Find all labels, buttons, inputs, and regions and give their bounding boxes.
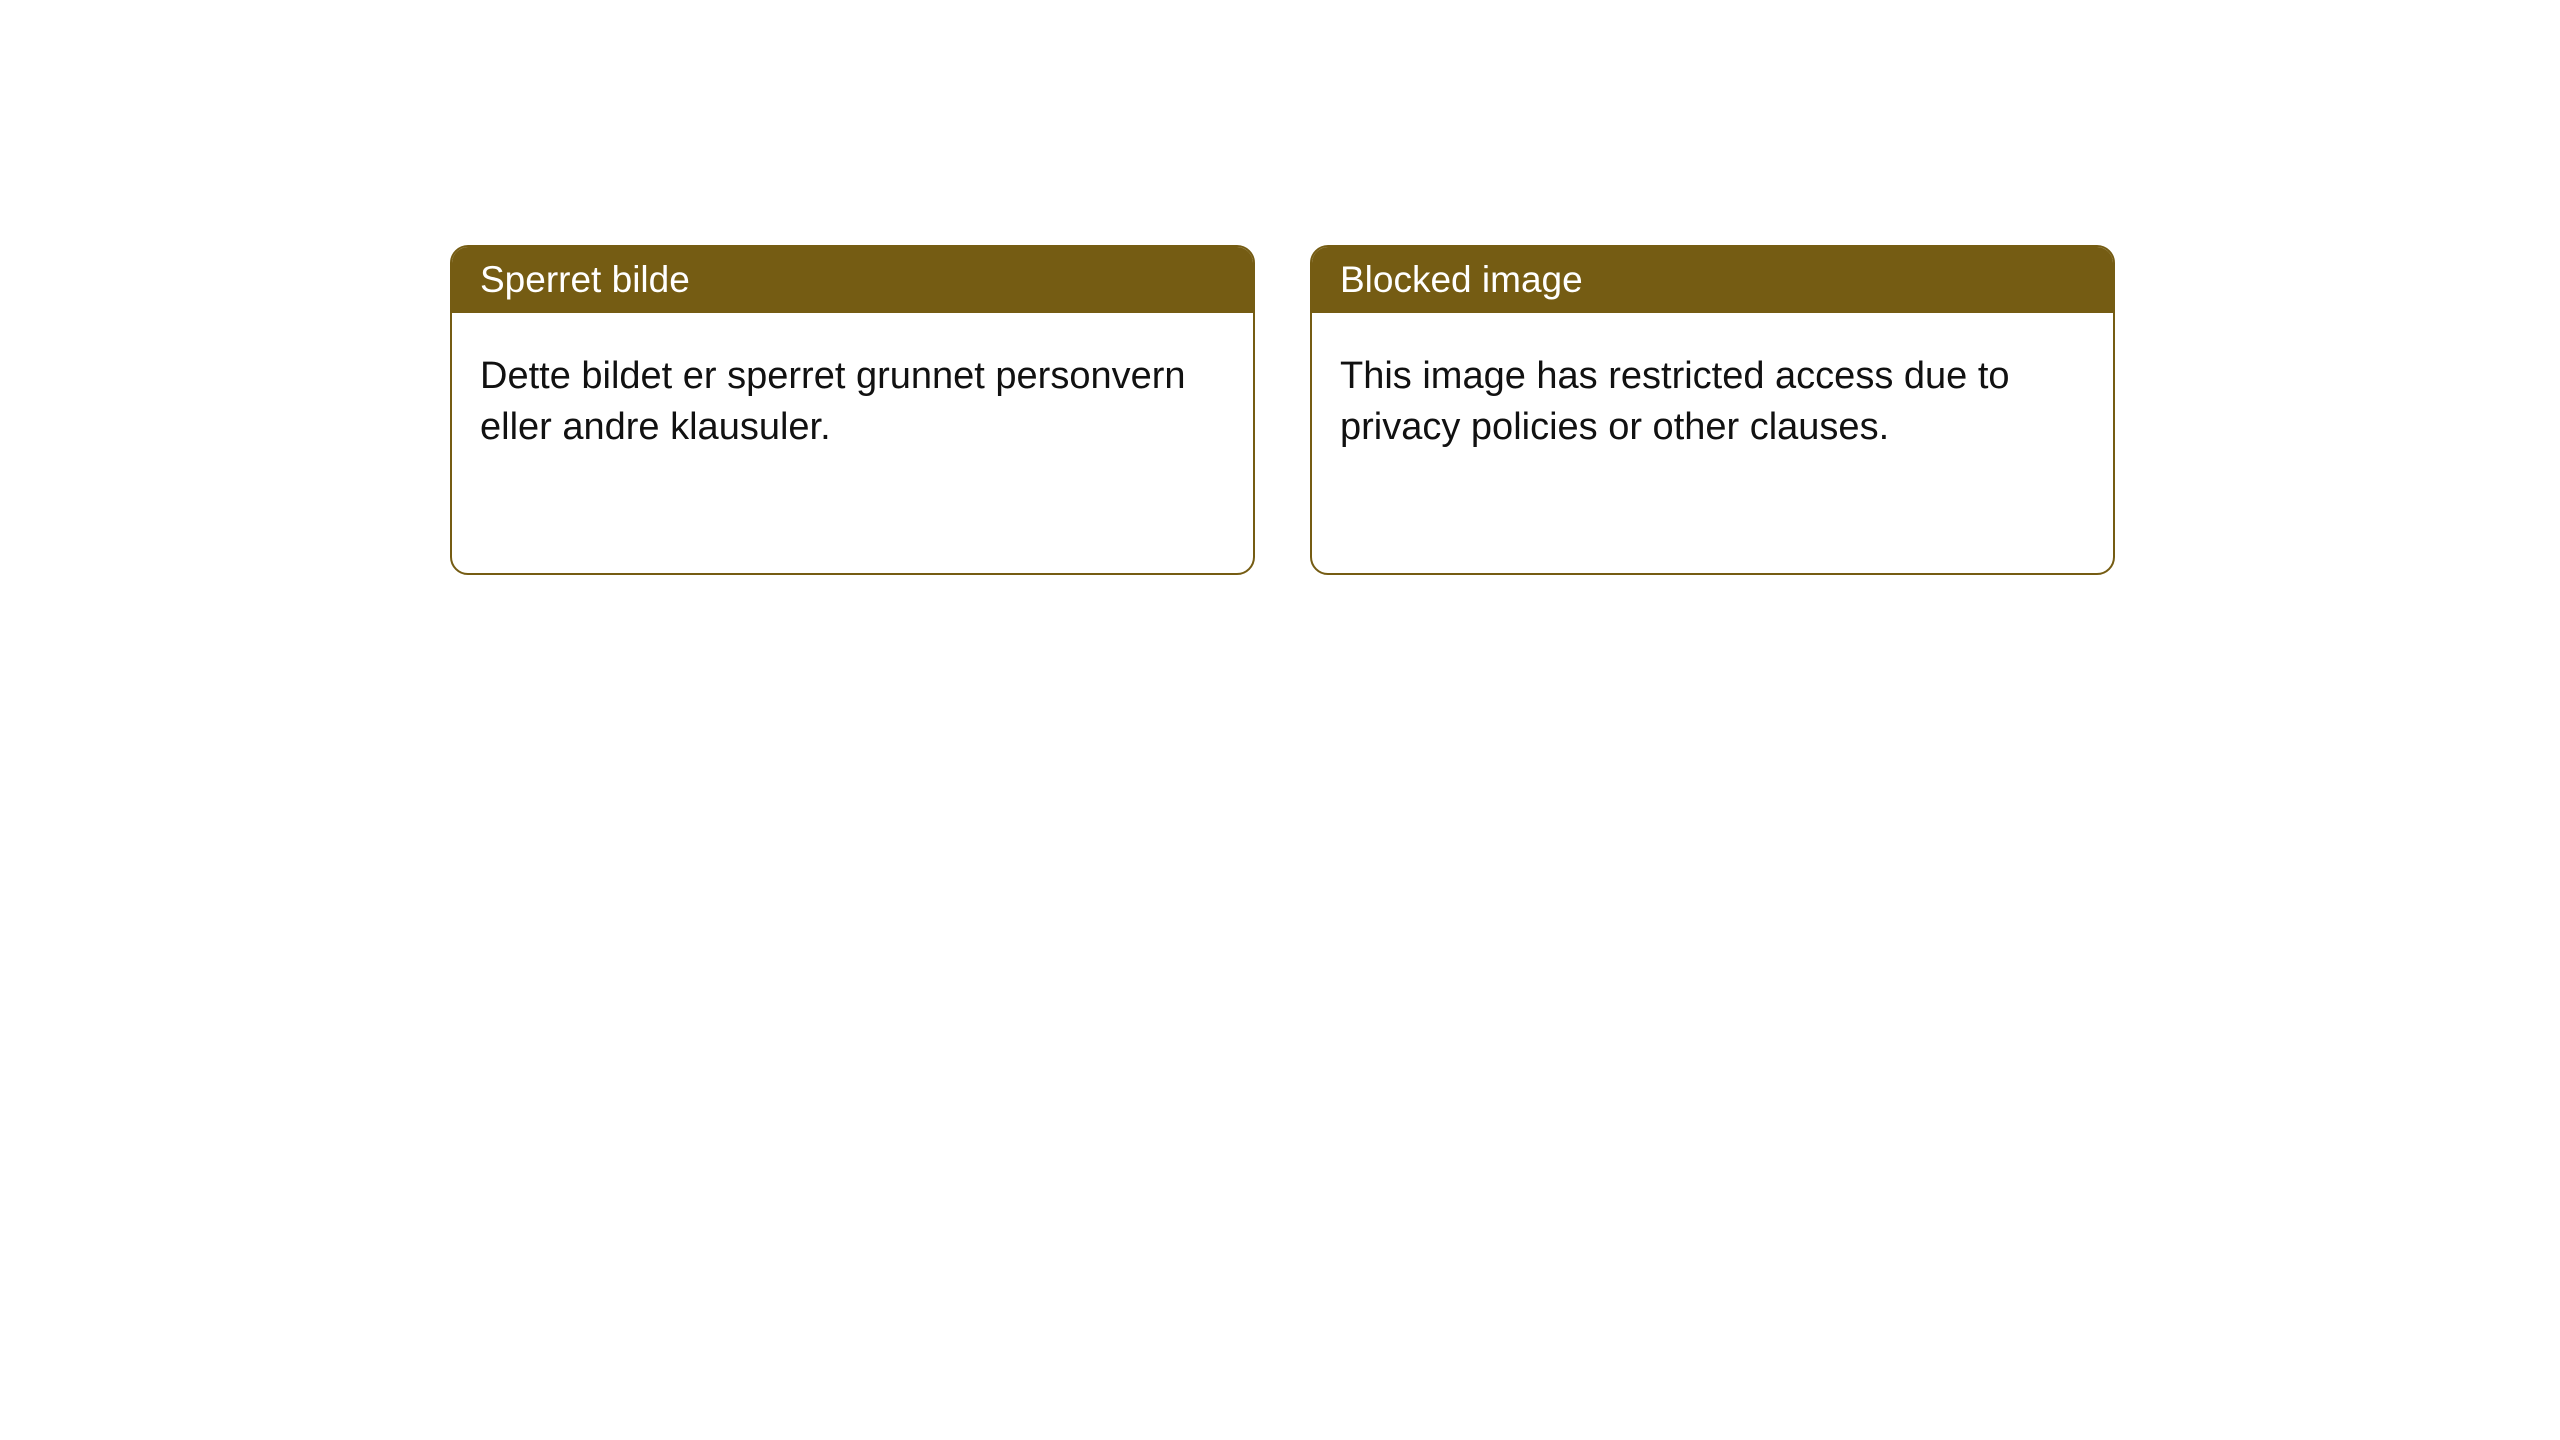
notice-card-body-no: Dette bildet er sperret grunnet personve… (452, 313, 1253, 573)
notice-card-title-no: Sperret bilde (452, 247, 1253, 313)
notice-cards-container: Sperret bilde Dette bildet er sperret gr… (0, 0, 2560, 575)
notice-card-title-en: Blocked image (1312, 247, 2113, 313)
notice-card-en: Blocked image This image has restricted … (1310, 245, 2115, 575)
notice-card-body-en: This image has restricted access due to … (1312, 313, 2113, 573)
notice-card-no: Sperret bilde Dette bildet er sperret gr… (450, 245, 1255, 575)
